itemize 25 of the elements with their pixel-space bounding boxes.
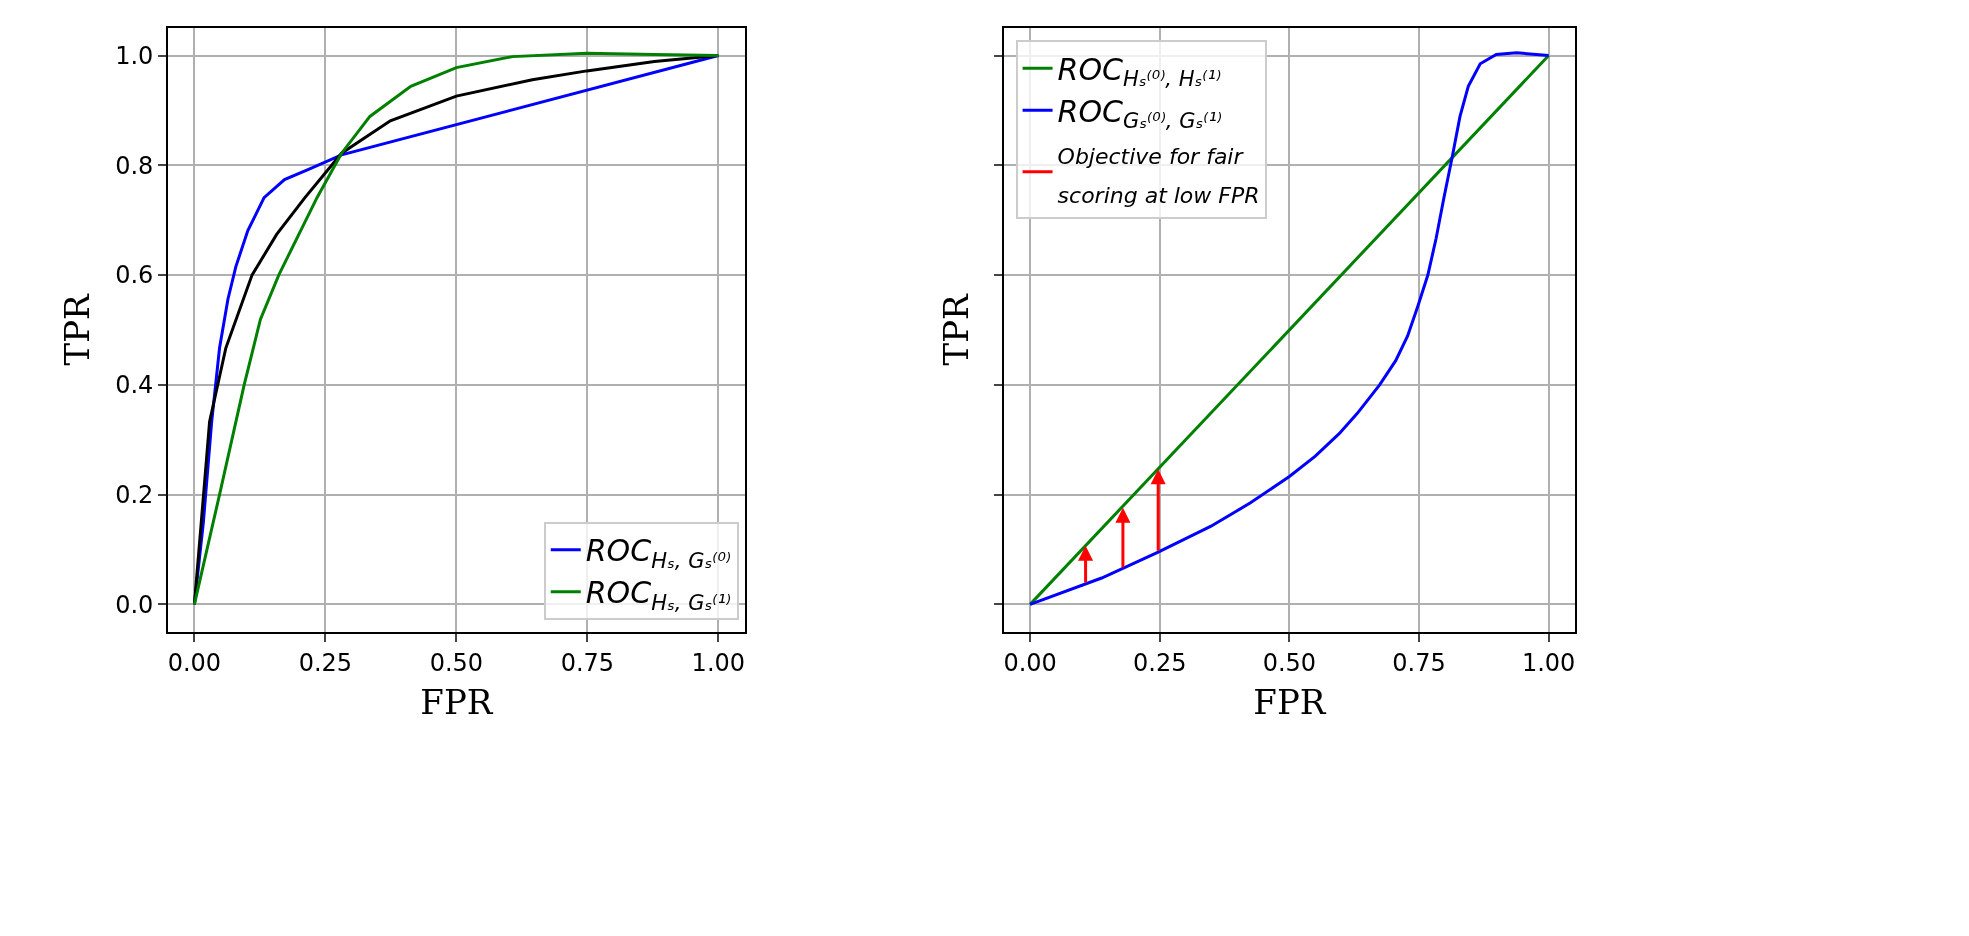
x-axis-title: FPR	[420, 682, 494, 723]
x-tick-label: 1.00	[691, 648, 746, 677]
y-tick-label: 1.0	[115, 41, 154, 70]
legend-label: ROC$_{Gₛ⁽⁰⁾, Gₛ⁽¹⁾}$	[1057, 93, 1223, 134]
legend-label: ROC$_{Hₛ⁽⁰⁾, Hₛ⁽¹⁾}$	[1057, 51, 1222, 92]
x-tick-label: 0.75	[560, 648, 615, 677]
x-axis-title: FPR	[1253, 682, 1327, 723]
x-tick-label: 0.25	[1133, 648, 1187, 677]
x-tick-label: 0.75	[1392, 648, 1446, 677]
y-axis-title: TPR	[57, 292, 98, 366]
legend-label: ROC$_{Hₛ, Gₛ⁽¹⁾}$	[585, 575, 731, 615]
y-axis-title: TPR	[936, 292, 977, 366]
x-tick-label: 0.00	[1003, 648, 1057, 677]
y-tick-label: 0.8	[115, 151, 154, 180]
y-tick-label: 0.4	[115, 371, 154, 400]
annotation: Objective for fair scoring at low FPR	[1057, 143, 1260, 208]
legend-label: ROC$_{Hₛ, Gₛ⁽⁰⁾}$	[585, 533, 731, 573]
x-tick-label: 0.00	[167, 648, 222, 677]
x-tick-label: 0.50	[429, 648, 484, 677]
x-tick-label: 0.25	[298, 648, 353, 677]
y-tick-label: 0.6	[115, 261, 154, 290]
y-tick-label: 0.2	[115, 480, 154, 509]
x-tick-label: 1.00	[1521, 648, 1576, 677]
y-tick-label: 0.0	[115, 590, 154, 619]
x-tick-label: 0.50	[1262, 648, 1317, 677]
